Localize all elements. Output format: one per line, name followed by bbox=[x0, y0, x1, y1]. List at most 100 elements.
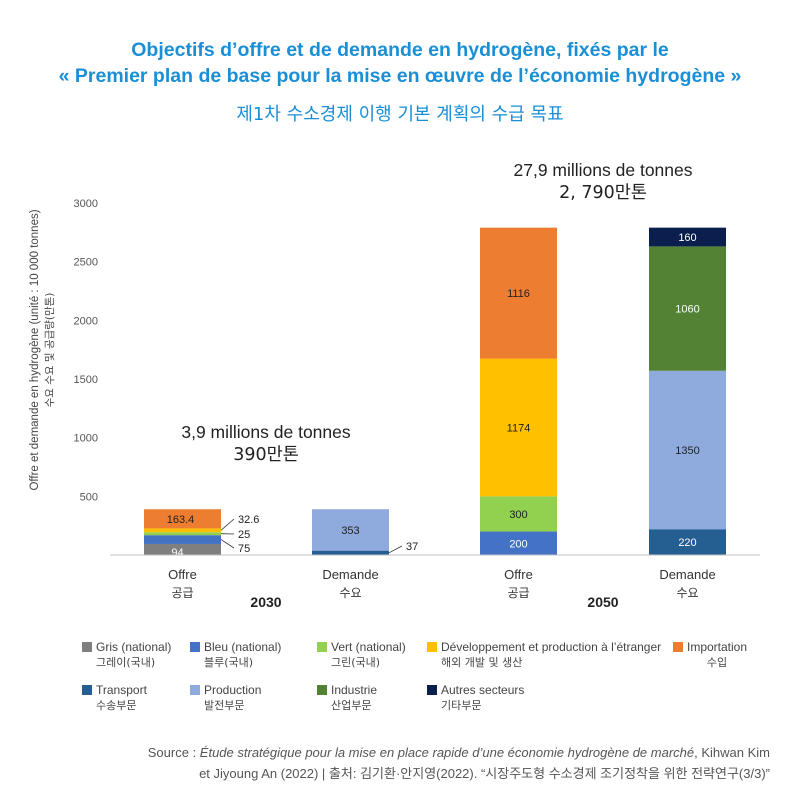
x-category-label-fr: Demande bbox=[659, 567, 715, 582]
legend-label-fr: Gris (national) bbox=[96, 640, 172, 654]
y-axis-title-ko: 수요 수요 및 공급량(만톤) bbox=[44, 293, 56, 408]
legend-label-ko: 해외 개발 및 생산 bbox=[441, 656, 523, 669]
annotation-2050-fr: 27,9 millions de tonnes bbox=[514, 160, 693, 180]
data-label-2030-import: 163.4 bbox=[167, 514, 195, 526]
legend-label-ko: 블루(국내) bbox=[204, 656, 254, 669]
legend-label-ko: 기타부문 bbox=[441, 699, 482, 712]
legend-label-fr: Transport bbox=[96, 683, 147, 697]
source-citation: Source : Étude stratégique pour la mise … bbox=[30, 742, 770, 784]
bar-segment-2030-offre-bleu bbox=[144, 535, 221, 544]
stacked-bar-chart: 500 1000 1500 2000 2500 3000 94 163.4 Offre 공급 35… bbox=[29, 160, 760, 610]
legend-item-bleu: Bleu (national) 블루(국내) bbox=[190, 640, 281, 670]
legend-label-ko: 그레이(국내) bbox=[96, 656, 156, 669]
data-label-2030-bleu: 75 bbox=[238, 543, 250, 555]
legend-swatch bbox=[82, 642, 92, 652]
legend-label-ko: 그린(국내) bbox=[331, 656, 381, 669]
callout-line-bleu bbox=[220, 539, 235, 549]
legend-item-import: Importation 수입 bbox=[673, 640, 747, 670]
legend-label-fr: Vert (national) bbox=[331, 640, 406, 654]
bar-segment-2050-demande-transport bbox=[649, 529, 726, 555]
x-group-label-2030: 2030 bbox=[250, 594, 281, 610]
legend-item-dev: Développement et production à l’étranger… bbox=[427, 640, 661, 670]
x-category-label-fr: Offre bbox=[168, 567, 197, 582]
annotation-2050-ko: 2, 790만톤 bbox=[559, 183, 647, 203]
legend-label-ko: 수입 bbox=[706, 656, 728, 669]
y-tick-label-2500: 2500 bbox=[74, 257, 98, 269]
bar-segment-2050-offre-import bbox=[480, 227, 557, 359]
data-label-2050-industrie: 1060 bbox=[675, 304, 699, 316]
legend-label-fr: Autres secteurs bbox=[441, 683, 525, 697]
source-work-title: Étude stratégique pour la mise en place … bbox=[199, 745, 695, 760]
legend-item-autres: Autres secteurs 기타부문 bbox=[427, 683, 524, 713]
source-authors: , Kihwan Kim bbox=[694, 745, 770, 760]
legend-label-fr: Importation bbox=[687, 640, 748, 654]
bar-segment-2050-offre-bleu bbox=[480, 531, 557, 555]
annotation-2030-fr: 3,9 millions de tonnes bbox=[181, 422, 351, 442]
legend-swatch bbox=[673, 642, 683, 652]
x-group-label-2050: 2050 bbox=[587, 594, 618, 610]
y-tick-label-2000: 2000 bbox=[74, 315, 98, 327]
data-label-2050-production: 1350 bbox=[675, 445, 699, 457]
legend-swatch bbox=[82, 685, 92, 695]
x-category-label-fr: Offre bbox=[504, 567, 533, 582]
bar-segment-2050-demande-industrie bbox=[649, 246, 726, 371]
legend-label-ko: 발전부문 bbox=[204, 699, 245, 712]
y-tick-label-3000: 3000 bbox=[74, 198, 98, 210]
annotation-2030-ko: 390만톤 bbox=[233, 445, 299, 465]
bar-segment-2030-demande-production bbox=[312, 509, 389, 551]
legend-label-fr: Production bbox=[204, 683, 262, 697]
legend-item-industrie: Industrie 산업부문 bbox=[317, 683, 377, 713]
bar-segment-2030-offre-vert bbox=[144, 532, 221, 536]
legend-label-ko: 산업부문 bbox=[331, 699, 372, 712]
chart-subtitle: 제1차 수소경제 이행 기본 계획의 수급 목표 bbox=[236, 104, 564, 125]
data-label-2050-autres: 160 bbox=[678, 232, 696, 244]
data-label-2050-import: 1116 bbox=[507, 288, 530, 300]
data-label-2050-transport: 220 bbox=[678, 537, 696, 549]
legend-swatch bbox=[427, 685, 437, 695]
bar-segment-2050-offre-dev bbox=[480, 358, 557, 497]
x-category-label-fr: Demande bbox=[322, 567, 378, 582]
legend-item-gris: Gris (national) 그레이(국내) bbox=[82, 640, 171, 670]
legend-swatch bbox=[317, 685, 327, 695]
legend-label-fr: Bleu (national) bbox=[204, 640, 282, 654]
x-category-label-ko: 공급 bbox=[507, 586, 529, 600]
bar-segment-2050-offre-vert bbox=[480, 496, 557, 532]
data-label-2050-dev: 1174 bbox=[507, 422, 531, 434]
bar-segment-2030-offre-gris bbox=[144, 543, 221, 555]
y-tick-label-500: 500 bbox=[80, 491, 98, 503]
bar-segment-2030-offre-import bbox=[144, 509, 221, 529]
legend-label-ko: 수송부문 bbox=[96, 699, 137, 712]
legend-item-vert: Vert (national) 그린(국내) bbox=[317, 640, 406, 670]
bar-segment-2030-offre-dev bbox=[144, 528, 221, 533]
legend-label-fr: Industrie bbox=[331, 683, 378, 697]
y-axis-title-fr: Offre et demande en hydrogène (unité : 1… bbox=[29, 209, 41, 490]
source-line2: et Jiyoung An (2022) | 출처: 김기환·안지영(2022)… bbox=[199, 766, 770, 781]
data-label-2030-production: 353 bbox=[341, 525, 359, 537]
legend-label-fr: Développement et production à l’étranger bbox=[441, 640, 662, 654]
y-tick-label-1000: 1000 bbox=[74, 433, 98, 445]
legend-item-transport: Transport 수송부문 bbox=[82, 683, 147, 713]
source-prefix: Source : bbox=[147, 745, 200, 760]
x-category-label-ko: 공급 bbox=[171, 586, 193, 600]
legend-item-production: Production 발전부문 bbox=[190, 683, 261, 713]
legend-swatch bbox=[190, 642, 200, 652]
data-label-2050-vert: 300 bbox=[509, 509, 527, 521]
chart-title-line2: « Premier plan de base pour la mise en œ… bbox=[58, 65, 742, 87]
data-label-2030-dev: 32.6 bbox=[238, 514, 259, 526]
callout-line-transport bbox=[388, 545, 403, 554]
x-category-label-ko: 수요 bbox=[676, 586, 698, 600]
bar-segment-2030-demande-transport bbox=[312, 550, 389, 555]
legend-swatch bbox=[190, 685, 200, 695]
y-tick-label-1500: 1500 bbox=[74, 374, 98, 386]
bar-segment-2050-demande-production bbox=[649, 370, 726, 530]
data-label-2030-vert: 25 bbox=[238, 529, 250, 541]
callout-line-dev bbox=[220, 518, 235, 531]
bar-segment-2050-demande-autres bbox=[649, 227, 726, 247]
chart-title-line1: Objectifs d’offre et de demande en hydro… bbox=[131, 39, 669, 61]
data-label-2030-transport: 37 bbox=[406, 541, 418, 553]
legend-swatch bbox=[317, 642, 327, 652]
legend-swatch bbox=[427, 642, 437, 652]
x-category-label-ko: 수요 bbox=[339, 586, 361, 600]
data-label-2030-gris: 94 bbox=[171, 547, 183, 559]
data-label-2050-bleu: 200 bbox=[509, 538, 527, 550]
